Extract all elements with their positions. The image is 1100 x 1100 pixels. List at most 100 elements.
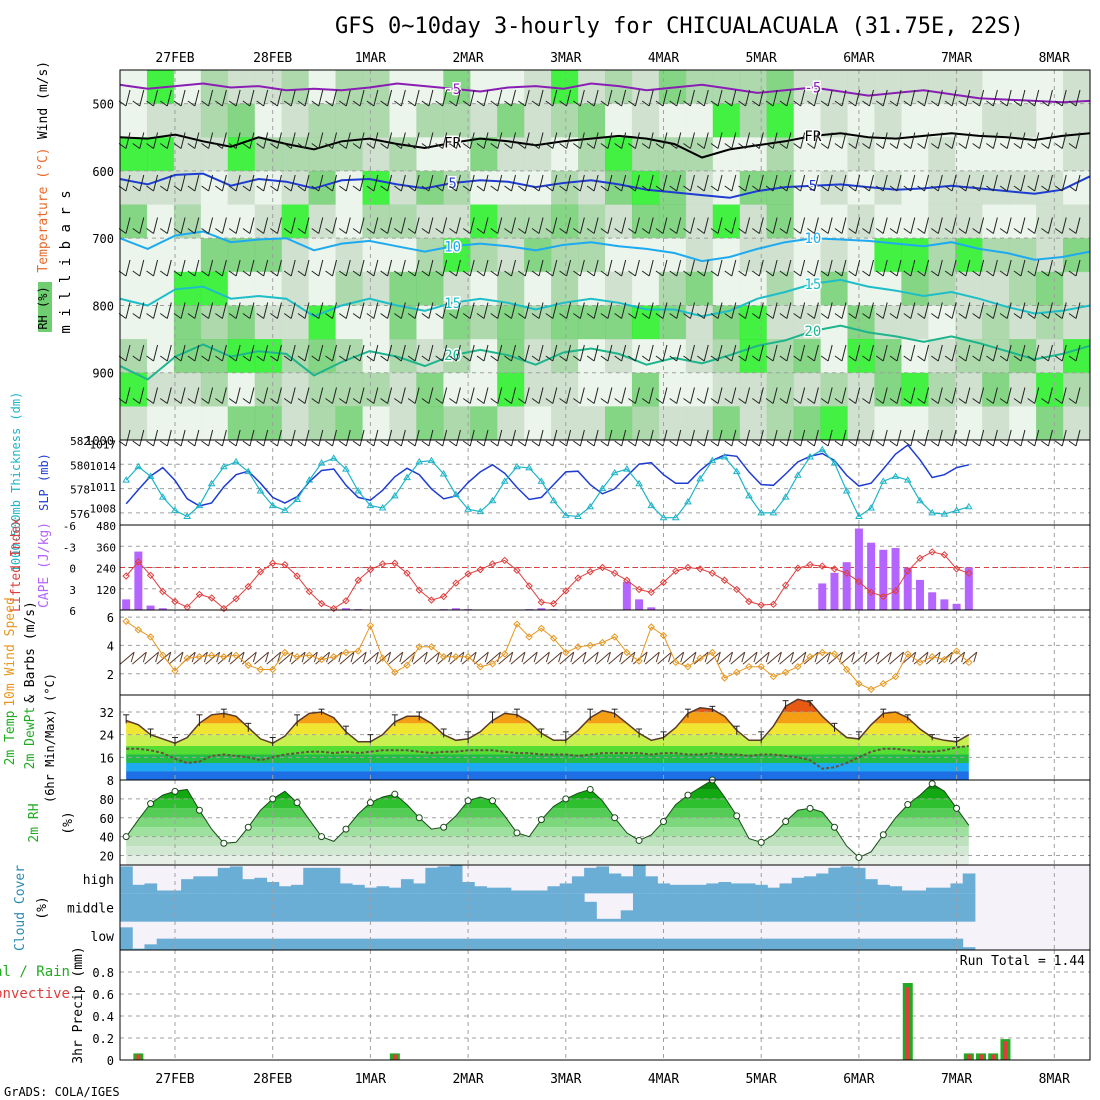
wind-frame [119,609,1091,696]
wind-speed-marker [769,672,778,681]
wind-barb [394,429,406,447]
wind-barb [641,302,654,319]
rh-tick-label: 20 [100,850,114,864]
wind-barb [228,174,241,192]
wind-barb [931,387,943,404]
wind-barb [476,89,489,107]
lifted-index-marker [672,567,680,575]
rh-shading-cell [928,271,956,306]
wind-barb [1041,132,1053,149]
rh-shading-cell [335,271,363,306]
rh-shading-cell [928,339,956,374]
wind-barb [1041,387,1053,404]
date-label-top: 3MAR [550,51,581,66]
wind-barb [325,344,338,362]
wind-barb [834,217,847,234]
wind-barb [545,217,558,234]
precip-convective-bar [966,1054,971,1060]
wind-barb [986,174,998,192]
rh-band [126,780,969,790]
wind-barb [669,217,682,234]
wind-barb [986,387,998,404]
lifted-index-marker [464,570,472,578]
wind-barb [394,217,406,234]
wind-speed-marker [879,679,888,688]
rh-marker [147,800,155,808]
wind-barb [160,429,172,447]
wind-barb [476,259,489,277]
wind-barb [283,174,296,192]
wind-barb [600,259,613,277]
rh-shading-cell [739,103,768,138]
wind-speed-marker [183,654,191,662]
wind-barb [655,387,668,404]
rh-shading-cell [578,170,606,206]
wind-barb [394,344,406,362]
lifted-index-marker [501,556,509,565]
temperature-band [126,700,969,712]
wind-barb [559,132,572,149]
rh-shading-cell [631,339,660,374]
cloud-cover-bar [486,938,500,950]
rh-shading-cell [928,406,956,441]
wind-barb [944,89,957,107]
rh-shading-cell [200,372,229,407]
thickness-marker [232,457,240,465]
wind-barb [283,217,296,234]
rh-shading-cell [739,406,768,441]
wind-barb [201,259,214,277]
temperature-contour-label: FR [804,129,821,145]
cape-bar [341,608,350,610]
wind-barb [394,132,406,149]
wind-barb [311,259,324,277]
thickness-marker [256,487,265,494]
rh-tick-label: 40 [100,831,114,845]
wind-barb [793,302,806,319]
rh-shading-cell [254,204,283,239]
wind-barb [614,344,627,362]
wind-barb [683,217,695,234]
rh-shading-cell [470,204,498,239]
wind-barb [972,174,985,192]
wind-barb [476,387,489,404]
rh-shading-cell [416,305,444,340]
rh-shading-cell [631,204,660,239]
wind-barb [173,217,186,234]
rh-shading-cell [254,339,283,374]
surface-wind-barb [889,651,905,665]
wind-barb [146,259,159,277]
wind-barb [999,344,1012,362]
wind-barb [669,429,682,447]
wind-barb [669,259,682,277]
wind-barb [1068,344,1081,362]
rh-marker [684,791,692,799]
cloud-cover-bar [962,873,976,894]
wind-barb [517,387,530,404]
rh-marker [171,787,179,795]
wind-barb [173,387,186,404]
wind-barb [696,259,709,277]
wind-barb [628,344,640,362]
rh-shading-cell [146,271,175,306]
wind-barb [132,387,145,404]
cloud-cover-bar [755,938,768,950]
wind-speed-marker [378,654,387,662]
cloud-cover-bar [510,938,524,950]
cloud-cover-bar [730,938,744,950]
thickness-tick-label: 582 [70,435,90,448]
wind-barb [490,344,503,362]
wind-barb [807,429,819,447]
rh-shading-cell [578,406,606,441]
cloud-cover-bar [669,884,683,894]
precip-axis-label-1: Total / Rain [0,964,70,980]
cloud-cover-bar [608,938,622,950]
wind-barb [752,344,764,362]
wind-barb [738,174,751,192]
rh-shading-cell [820,204,848,239]
wind-barb [752,429,764,447]
wind-barb [325,259,338,277]
wind-tick-label: 6 [107,611,114,625]
rh-shading-cell [443,238,471,273]
lifted-index-marker [378,560,387,568]
thickness-tick-label: 578 [70,484,90,497]
